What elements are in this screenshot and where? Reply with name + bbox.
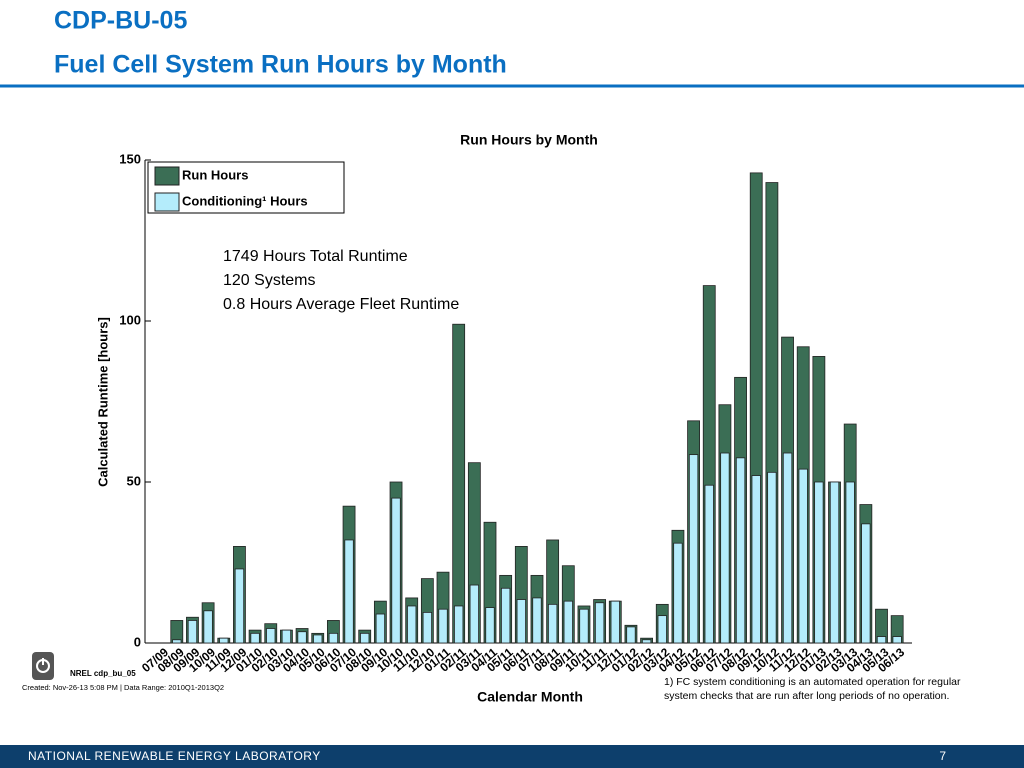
slide-title: CDP-BU-05 — [54, 7, 187, 35]
bar — [375, 613, 386, 644]
y-tick-label: 150 — [119, 151, 141, 166]
annotation: 120 Systems — [223, 272, 315, 289]
bar — [626, 626, 636, 644]
created-note: Created: Nov-26-13 5:08 PM | Data Range:… — [22, 683, 224, 692]
bar — [203, 610, 213, 644]
y-tick-label: 50 — [127, 473, 141, 488]
power-icon — [32, 652, 54, 680]
slide-title: Fuel Cell System Run Hours by Month — [54, 51, 507, 79]
bar — [219, 637, 229, 644]
bar — [391, 497, 401, 644]
bar — [313, 634, 323, 644]
bar — [360, 632, 370, 644]
x-axis-label: Calendar Month — [477, 689, 583, 705]
annotation: 0.8 Hours Average Fleet Runtime — [223, 296, 459, 313]
bar — [798, 468, 808, 644]
bar — [829, 481, 840, 644]
y-axis-label: Calculated Runtime [hours] — [95, 317, 110, 487]
footnote: system checks that are run after long pe… — [664, 690, 949, 702]
bar — [657, 615, 667, 644]
bar — [594, 602, 605, 644]
bar — [485, 607, 495, 644]
bar — [610, 600, 620, 644]
page-number: 7 — [939, 749, 946, 763]
bar — [501, 587, 511, 644]
bar — [892, 636, 902, 644]
bar — [704, 484, 714, 644]
footer-bar — [0, 745, 1024, 768]
chart-tag: NREL cdp_bu_05 — [70, 669, 136, 678]
bar — [751, 475, 761, 644]
bar — [673, 542, 683, 644]
bar — [250, 632, 260, 644]
bar — [814, 481, 824, 644]
bar — [469, 584, 479, 644]
bar — [861, 523, 871, 644]
bar — [782, 452, 793, 644]
y-tick-label: 0 — [134, 634, 141, 649]
legend-swatch — [154, 166, 180, 186]
bar — [187, 620, 198, 644]
bar — [767, 471, 777, 644]
bar — [688, 454, 699, 644]
bar — [297, 631, 307, 644]
bar — [328, 632, 339, 644]
bar — [641, 639, 652, 644]
bar — [547, 603, 558, 644]
y-tick-label: 100 — [119, 312, 141, 327]
bar — [344, 539, 354, 644]
bar — [422, 612, 433, 644]
legend-label: Conditioning¹ Hours — [182, 193, 308, 208]
footer-text: NATIONAL RENEWABLE ENERGY LABORATORY — [28, 749, 321, 763]
chart-title: Run Hours by Month — [460, 132, 598, 148]
annotation: 1749 Hours Total Runtime — [223, 248, 408, 265]
bar — [876, 636, 887, 644]
legend-label: Run Hours — [182, 167, 248, 182]
bar — [234, 568, 245, 644]
bar — [281, 629, 292, 644]
footnote: 1) FC system conditioning is an automate… — [664, 676, 961, 688]
bar — [407, 605, 417, 644]
bar — [438, 608, 448, 644]
bar — [579, 608, 589, 644]
bar — [516, 599, 526, 644]
bar — [720, 452, 730, 644]
bar — [452, 323, 466, 644]
legend-swatch — [154, 192, 180, 212]
bar — [735, 457, 746, 644]
bar — [266, 628, 276, 644]
bar — [563, 600, 573, 644]
bar — [532, 597, 542, 644]
bar — [454, 605, 464, 644]
bar — [172, 639, 182, 644]
legend-box — [147, 161, 345, 214]
bar — [845, 481, 855, 644]
